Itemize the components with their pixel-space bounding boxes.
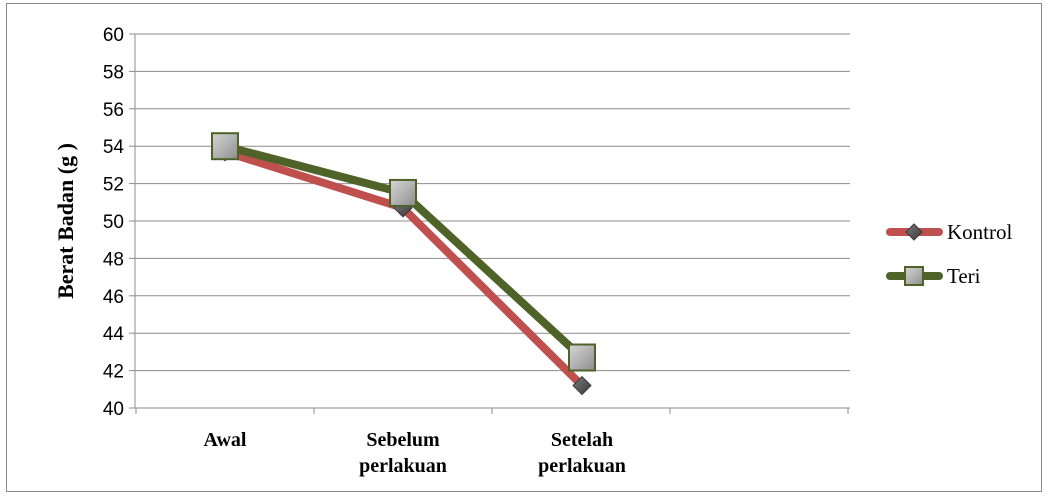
x-tick-label-1: Sebelum perlakuan: [359, 429, 447, 477]
y-tick-label-44: 44: [103, 324, 125, 345]
y-tick-label-48: 48: [103, 249, 124, 270]
x-tick-label-2: Setelah perlakuan: [538, 429, 626, 477]
axis-labels: 40 42 44 46 48 50 52 54 56 58 60 Awal Sebelum perlaku…: [53, 25, 626, 477]
y-tick-label-40: 40: [103, 399, 124, 420]
y-tick-label-58: 58: [103, 62, 124, 83]
marker-teri-2: [568, 343, 596, 372]
y-tick-label-52: 52: [103, 175, 124, 196]
y-tick-label-60: 60: [103, 25, 124, 46]
marker-teri-1: [389, 178, 417, 207]
y-tick-label-54: 54: [103, 137, 125, 158]
legend-label-teri: Teri: [947, 264, 981, 288]
x-tick-label-0: Awal: [204, 429, 247, 451]
legend-label-kontrol: Kontrol: [947, 220, 1012, 244]
y-tick-label-46: 46: [103, 287, 124, 308]
grid-lines: [135, 33, 850, 372]
legend-marker-kontrol: [905, 223, 923, 241]
y-tick-label-50: 50: [103, 212, 124, 233]
legend: Kontrol Teri: [886, 220, 1012, 288]
data-markers: [211, 132, 596, 396]
y-tick-label-42: 42: [103, 362, 124, 383]
marker-teri-0: [211, 132, 239, 161]
marker-kontrol-2: [572, 375, 592, 396]
y-tick-label-56: 56: [103, 100, 124, 121]
chart-frame: [6, 3, 1042, 492]
series-line-teri: [221, 142, 586, 362]
y-axis-title: Berat Badan (g ): [53, 143, 78, 299]
legend-marker-teri: [904, 266, 924, 286]
axes: [129, 33, 850, 414]
